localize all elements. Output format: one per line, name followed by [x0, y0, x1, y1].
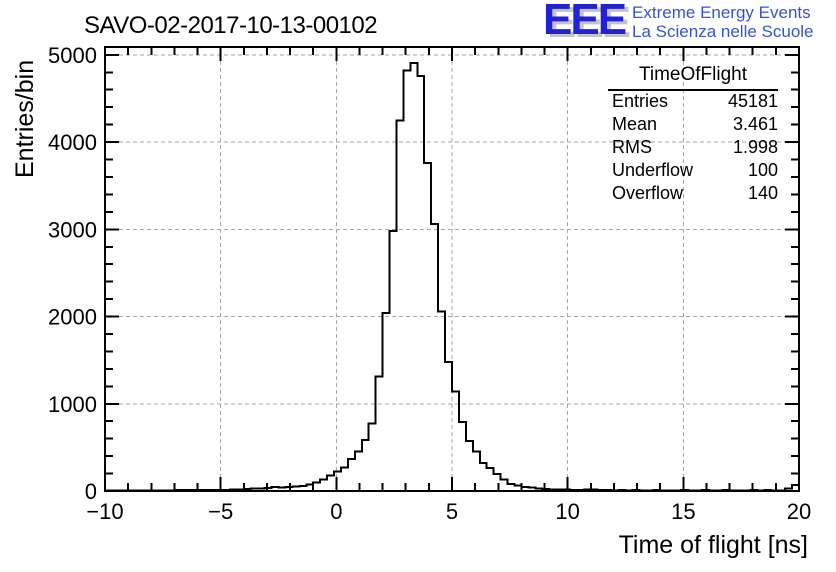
eee-tagline-1: Extreme Energy Events — [632, 3, 811, 22]
stats-box: TimeOfFlight Entries 45181 Mean 3.461 RM… — [608, 64, 778, 206]
y-tick-label: 0 — [85, 479, 97, 504]
plot-title: SAVO-02-2017-10-13-00102 — [84, 12, 378, 39]
x-axis-title: Time of flight [ns] — [619, 531, 808, 559]
stats-value: 1.998 — [732, 137, 778, 157]
eee-tagline-2: La Scienza nelle Scuole — [632, 22, 814, 41]
y-tick-label: 3000 — [48, 217, 97, 242]
stats-value: 140 — [747, 183, 778, 203]
y-tick-label: 1000 — [48, 392, 97, 417]
x-tick-label: 5 — [446, 499, 458, 524]
stats-label: RMS — [612, 137, 652, 157]
x-tick-label: 20 — [787, 499, 811, 524]
x-tick-label: 0 — [330, 499, 342, 524]
stats-value: 45181 — [727, 91, 778, 111]
x-tick-label: 15 — [671, 499, 695, 524]
stats-label: Mean — [612, 114, 658, 134]
stats-row: RMS 1.998 — [608, 137, 778, 160]
stats-row: Underflow 100 — [608, 160, 778, 183]
eee-logo: EEE Extreme Energy Events La Scienza nel… — [543, 0, 814, 44]
stats-label: Overflow — [612, 183, 684, 203]
stats-value: 100 — [747, 160, 778, 180]
x-tick-label: −5 — [208, 499, 233, 524]
eee-logo-taglines: Extreme Energy Events La Scienza nelle S… — [632, 3, 813, 41]
eee-logo-acronym: EEE — [543, 0, 627, 44]
x-tick-label: 10 — [555, 499, 579, 524]
stats-row: Overflow 140 — [608, 183, 778, 206]
stats-label: Underflow — [612, 160, 694, 180]
stats-box-title: TimeOfFlight — [608, 64, 778, 91]
y-tick-label: 2000 — [48, 305, 97, 330]
stats-row: Entries 45181 — [608, 91, 778, 114]
y-tick-label: 4000 — [48, 130, 97, 155]
y-axis-title: Entries/bin — [11, 60, 39, 178]
stats-label: Entries — [612, 91, 669, 111]
y-tick-label: 5000 — [48, 43, 97, 68]
x-tick-label: −10 — [86, 499, 123, 524]
stats-row: Mean 3.461 — [608, 114, 778, 137]
stats-value: 3.461 — [732, 114, 778, 134]
